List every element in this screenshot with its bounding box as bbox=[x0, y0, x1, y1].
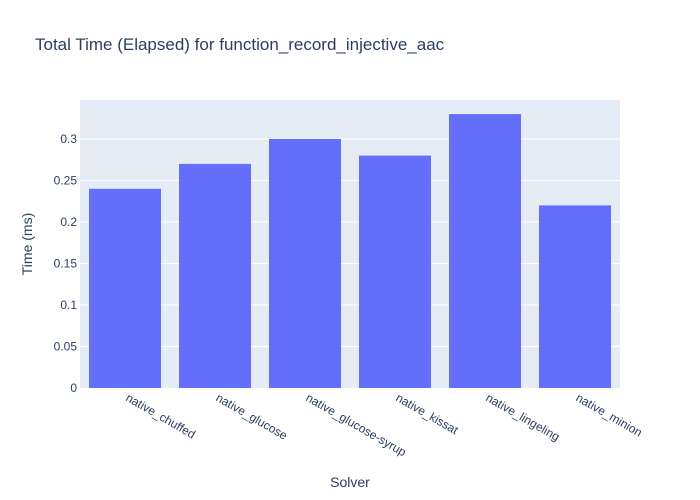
bar-native_glucose bbox=[179, 163, 251, 388]
bar-native_kissat bbox=[359, 155, 431, 388]
y-tick-labels: 0 0.05 0.1 0.15 0.2 0.25 0.3 bbox=[54, 132, 78, 395]
y-axis-title: Time (ms) bbox=[19, 213, 35, 275]
x-tick-label: native_lingeling bbox=[484, 390, 563, 443]
y-tick-label: 0.2 bbox=[60, 215, 77, 229]
x-tick-label: native_chuffed bbox=[124, 390, 198, 441]
x-axis-title: Solver bbox=[330, 474, 370, 490]
y-tick-label: 0.1 bbox=[60, 298, 77, 312]
y-tick-label: 0 bbox=[70, 381, 77, 395]
y-tick-label: 0.25 bbox=[54, 174, 78, 188]
bar-native_glucose-syrup bbox=[269, 139, 341, 388]
x-tick-label: native_glucose-syrup bbox=[304, 390, 409, 459]
x-tick-labels: native_chuffed native_glucose native_gluco… bbox=[124, 390, 645, 459]
y-gridlines bbox=[80, 138, 620, 348]
bar-native_chuffed bbox=[89, 188, 161, 388]
y-tick-label: 0.05 bbox=[54, 340, 78, 354]
y-tick-label: 0.15 bbox=[54, 257, 78, 271]
x-tick-label: native_kissat bbox=[394, 390, 462, 437]
x-tick-label: native_glucose bbox=[214, 390, 291, 442]
plot-area bbox=[80, 100, 620, 388]
chart-title: Total Time (Elapsed) for function_record… bbox=[35, 35, 445, 54]
y-tick-label: 0.3 bbox=[60, 132, 77, 146]
bar-native_minion bbox=[539, 205, 611, 388]
bars bbox=[89, 114, 611, 389]
x-tick-label: native_minion bbox=[574, 390, 645, 439]
bar-native_lingeling bbox=[449, 114, 521, 389]
